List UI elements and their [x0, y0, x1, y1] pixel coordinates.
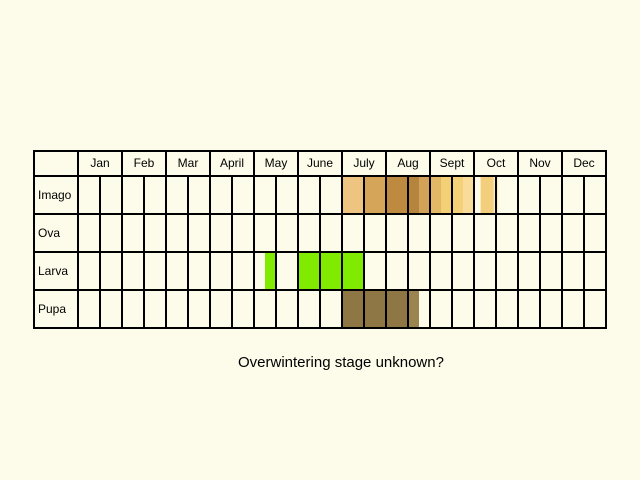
imago-period-bar	[441, 176, 452, 214]
month-label: Sept	[440, 156, 465, 170]
month-label: June	[307, 156, 333, 170]
month-label: July	[353, 156, 374, 170]
larva-period-bar	[265, 252, 276, 290]
imago-period-bar	[463, 176, 474, 214]
larva-period-bar	[298, 252, 364, 290]
month-label: Mar	[178, 156, 199, 170]
month-label: Jan	[90, 156, 109, 170]
imago-period-bar	[452, 176, 463, 214]
month-label: Oct	[487, 156, 506, 170]
imago-period-bar	[408, 176, 419, 214]
pupa-period-bar	[408, 290, 419, 328]
month-label: Nov	[529, 156, 550, 170]
imago-period-bar	[430, 176, 441, 214]
imago-period-bar	[386, 176, 408, 214]
imago-period-bar	[364, 176, 386, 214]
month-label: May	[265, 156, 288, 170]
overwintering-note: Overwintering stage unknown?	[238, 354, 444, 371]
stage-label: Imago	[38, 188, 72, 202]
pupa-period-bar	[342, 290, 408, 328]
imago-period-bar	[342, 176, 364, 214]
stage-label: Pupa	[38, 302, 66, 316]
table-border	[33, 150, 607, 329]
month-label: Aug	[397, 156, 418, 170]
month-label: April	[220, 156, 244, 170]
imago-period-bar	[480, 176, 494, 214]
stage-label: Ova	[38, 226, 60, 240]
stage-label: Larva	[38, 264, 68, 278]
imago-period-bar	[419, 176, 430, 214]
month-label: Dec	[573, 156, 594, 170]
month-label: Feb	[134, 156, 155, 170]
